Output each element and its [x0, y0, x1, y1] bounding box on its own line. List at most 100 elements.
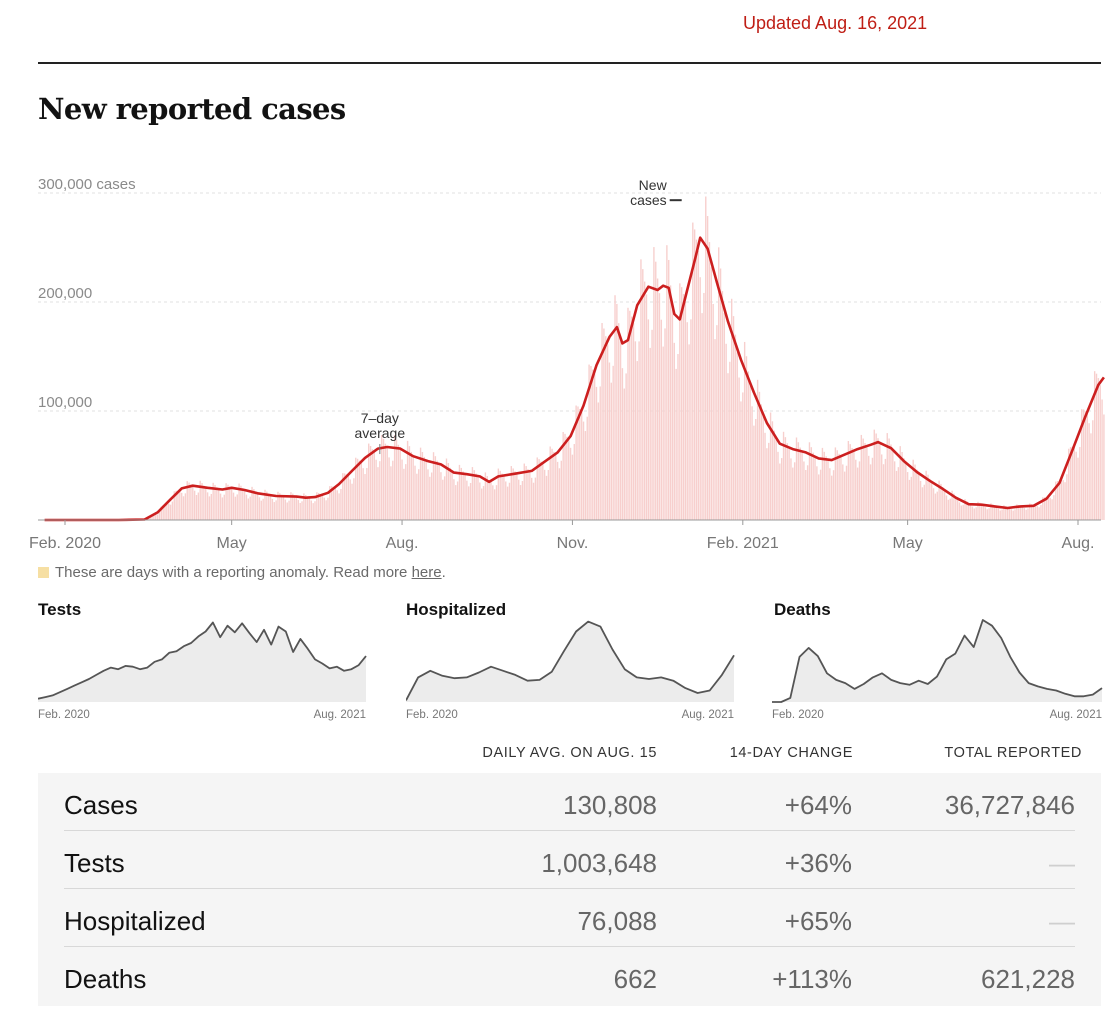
- daily-case-bar: [410, 451, 413, 520]
- daily-case-bar: [945, 495, 948, 520]
- daily-case-bar: [243, 490, 246, 520]
- daily-case-bar: [584, 431, 587, 520]
- daily-case-bar: [175, 490, 177, 520]
- daily-case-bar: [955, 496, 957, 520]
- daily-case-bar: [612, 365, 614, 520]
- daily-case-bar: [456, 481, 459, 520]
- daily-case-bar: [703, 292, 705, 520]
- daily-case-bar: [1095, 373, 1098, 520]
- daily-case-bar: [710, 267, 713, 520]
- daily-case-bar: [977, 501, 979, 520]
- daily-case-bar: [688, 344, 690, 520]
- daily-case-bar: [738, 377, 740, 520]
- daily-case-bar: [875, 433, 877, 520]
- daily-case-bar: [373, 452, 375, 520]
- daily-case-bar: [477, 476, 479, 520]
- daily-case-bar: [819, 469, 822, 520]
- daily-case-bar: [230, 488, 233, 520]
- daily-case-bar: [469, 482, 472, 520]
- daily-case-bar: [475, 473, 477, 520]
- sparkline-end-label: Aug. 2021: [682, 709, 734, 721]
- daily-case-bar: [831, 475, 833, 520]
- x-tick-label: Aug.: [1062, 535, 1095, 552]
- daily-case-bar: [721, 291, 724, 520]
- change-value: +36%: [784, 848, 852, 878]
- daily-case-bar: [653, 247, 655, 520]
- daily-case-bar: [958, 502, 961, 520]
- sparkline-area: [406, 621, 734, 702]
- daily-case-bar: [593, 373, 596, 520]
- daily-case-bar: [718, 247, 720, 520]
- daily-case-bar: [740, 401, 742, 520]
- daily-case-bar: [540, 461, 542, 520]
- daily-case-bar: [1071, 446, 1074, 520]
- daily-case-bar: [610, 382, 613, 520]
- daily-case-bar: [1058, 481, 1061, 520]
- daily-case-bar: [1060, 479, 1063, 520]
- tests-chart-title: Tests: [38, 600, 82, 619]
- daily-case-bar: [568, 440, 570, 520]
- daily-case-bar: [438, 465, 440, 520]
- daily-case-bar: [151, 515, 153, 520]
- daily-case-bar: [279, 493, 281, 520]
- daily-case-bar: [555, 455, 557, 520]
- cases-chart: 300,000 cases 200,000 100,000 Feb. 2020 May A…: [29, 176, 1105, 552]
- daily-case-bar: [1029, 503, 1031, 520]
- daily-case-bar: [1103, 414, 1105, 520]
- daily-case-bar: [595, 386, 598, 520]
- daily-case-bar: [193, 490, 196, 520]
- daily-case-bar: [1077, 457, 1079, 520]
- daily-case-bar: [156, 514, 159, 520]
- daily-case-bar: [784, 437, 787, 520]
- sparkline-start-label: Feb. 2020: [406, 709, 458, 721]
- daily-case-bar: [782, 431, 785, 520]
- daily-case-bar: [384, 443, 387, 520]
- daily-case-bar: [908, 479, 911, 520]
- daily-case-bar: [818, 474, 820, 520]
- daily-case-bar: [577, 406, 579, 520]
- daily-case-bar: [625, 373, 627, 520]
- daily-case-bar: [149, 515, 151, 520]
- daily-case-bar: [490, 481, 492, 520]
- daily-case-bar: [466, 480, 468, 520]
- daily-case-bar: [884, 458, 887, 520]
- daily-avg-value: 662: [613, 964, 657, 994]
- daily-case-bar: [429, 476, 431, 520]
- daily-case-bar: [571, 454, 574, 520]
- daily-case-bar: [443, 476, 446, 520]
- daily-case-bar: [708, 242, 711, 520]
- daily-case-bar: [179, 490, 181, 520]
- daily-case-bar: [223, 494, 225, 520]
- daily-case-bar: [936, 491, 938, 520]
- daily-case-bar: [268, 493, 270, 520]
- sparkline-line: [38, 621, 367, 700]
- daily-case-bar: [169, 504, 172, 520]
- daily-case-bar: [866, 447, 868, 520]
- daily-case-bar: [212, 482, 214, 520]
- daily-case-bar: [897, 467, 900, 520]
- daily-case-bar: [997, 508, 1000, 520]
- daily-case-bar: [1097, 378, 1100, 520]
- daily-avg-header: DAILY AVG. ON AUG. 15: [482, 745, 657, 761]
- daily-case-bar: [430, 472, 433, 520]
- daily-case-bar: [399, 450, 401, 520]
- daily-case-bar: [493, 489, 496, 520]
- daily-case-bar: [682, 293, 685, 520]
- read-more-link[interactable]: here: [411, 564, 442, 581]
- daily-case-bar: [851, 448, 853, 520]
- daily-case-bar: [810, 447, 813, 520]
- daily-case-bar: [421, 452, 424, 520]
- daily-case-bar: [553, 451, 555, 520]
- daily-case-bar: [460, 467, 463, 520]
- daily-case-bar: [677, 354, 679, 520]
- sparkline-line: [406, 620, 735, 701]
- daily-case-bar: [779, 463, 781, 520]
- daily-case-bar: [379, 461, 381, 520]
- daily-case-bar: [1005, 506, 1007, 520]
- daily-case-bar: [1093, 371, 1096, 520]
- daily-case-bar: [506, 486, 509, 520]
- daily-case-bar: [534, 477, 537, 520]
- daily-case-bar: [1073, 446, 1075, 520]
- daily-case-bar: [786, 443, 788, 520]
- daily-case-bar: [380, 434, 383, 520]
